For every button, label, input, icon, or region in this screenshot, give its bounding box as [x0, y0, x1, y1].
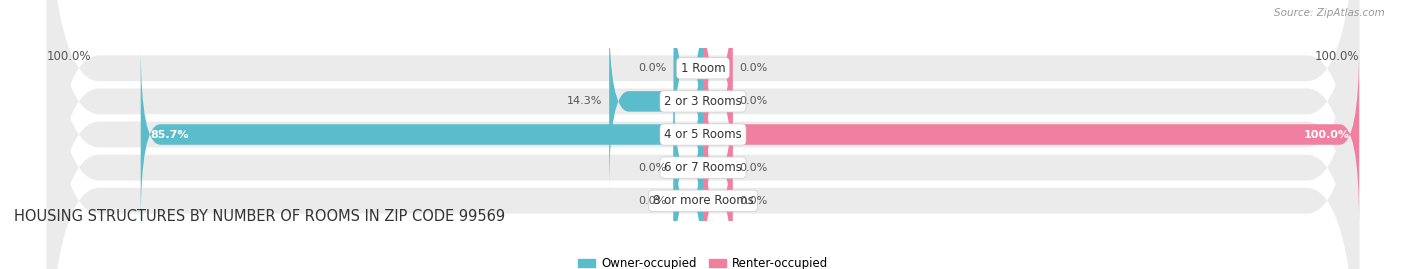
Text: 0.0%: 0.0% — [740, 63, 768, 73]
Text: 0.0%: 0.0% — [740, 196, 768, 206]
Text: HOUSING STRUCTURES BY NUMBER OF ROOMS IN ZIP CODE 99569: HOUSING STRUCTURES BY NUMBER OF ROOMS IN… — [14, 209, 505, 224]
Text: 85.7%: 85.7% — [150, 129, 188, 140]
Text: 1 Room: 1 Room — [681, 62, 725, 75]
FancyBboxPatch shape — [703, 45, 1360, 224]
Text: 0.0%: 0.0% — [638, 63, 666, 73]
FancyBboxPatch shape — [609, 12, 703, 190]
FancyBboxPatch shape — [46, 0, 1360, 269]
Text: 100.0%: 100.0% — [46, 50, 91, 63]
FancyBboxPatch shape — [46, 0, 1360, 269]
FancyBboxPatch shape — [703, 79, 733, 257]
Text: 6 or 7 Rooms: 6 or 7 Rooms — [664, 161, 742, 174]
Text: 0.0%: 0.0% — [638, 196, 666, 206]
FancyBboxPatch shape — [703, 12, 733, 190]
FancyBboxPatch shape — [141, 45, 703, 224]
Text: 100.0%: 100.0% — [1315, 50, 1360, 63]
Text: 14.3%: 14.3% — [567, 96, 603, 107]
FancyBboxPatch shape — [673, 112, 703, 269]
FancyBboxPatch shape — [673, 0, 703, 157]
Legend: Owner-occupied, Renter-occupied: Owner-occupied, Renter-occupied — [572, 253, 834, 269]
FancyBboxPatch shape — [673, 79, 703, 257]
Text: 2 or 3 Rooms: 2 or 3 Rooms — [664, 95, 742, 108]
FancyBboxPatch shape — [46, 0, 1360, 269]
Text: 0.0%: 0.0% — [638, 162, 666, 173]
Text: 100.0%: 100.0% — [1303, 129, 1350, 140]
FancyBboxPatch shape — [46, 0, 1360, 269]
Text: 8 or more Rooms: 8 or more Rooms — [652, 194, 754, 207]
Text: 0.0%: 0.0% — [740, 96, 768, 107]
FancyBboxPatch shape — [703, 112, 733, 269]
Text: Source: ZipAtlas.com: Source: ZipAtlas.com — [1274, 8, 1385, 18]
FancyBboxPatch shape — [46, 0, 1360, 269]
Text: 0.0%: 0.0% — [740, 162, 768, 173]
Text: 4 or 5 Rooms: 4 or 5 Rooms — [664, 128, 742, 141]
FancyBboxPatch shape — [703, 0, 733, 157]
